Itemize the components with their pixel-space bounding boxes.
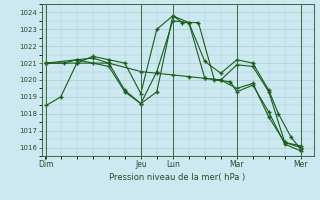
X-axis label: Pression niveau de la mer( hPa ): Pression niveau de la mer( hPa ): [109, 173, 246, 182]
